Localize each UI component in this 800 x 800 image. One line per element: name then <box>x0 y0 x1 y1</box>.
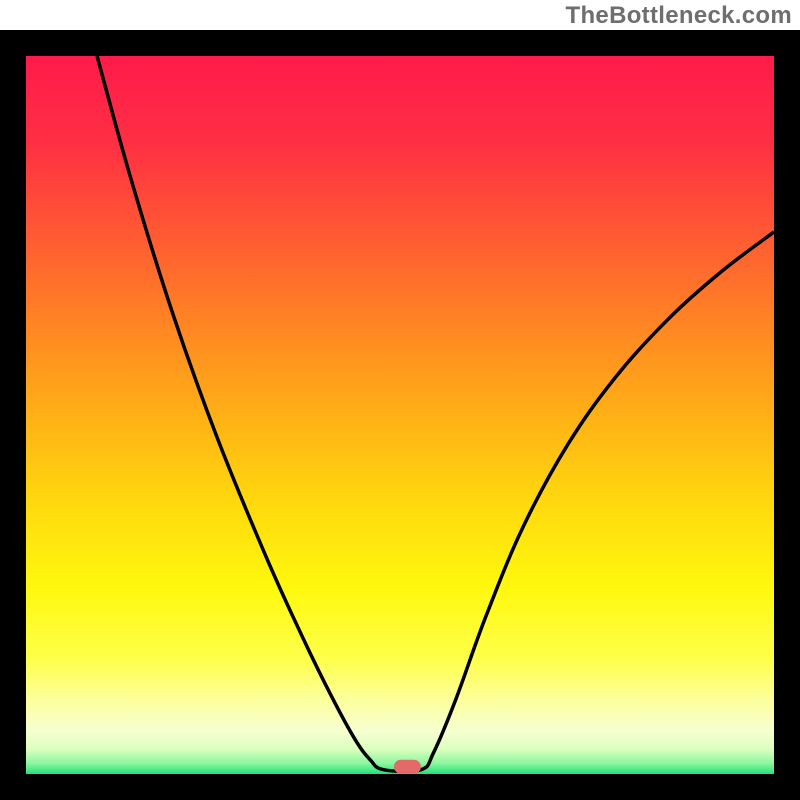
bottleneck-curve <box>26 56 774 774</box>
plot-border-top <box>0 30 800 56</box>
plot-border-bottom <box>0 774 800 800</box>
valley-marker <box>394 760 420 774</box>
plot-frame <box>0 30 800 800</box>
chart-canvas: TheBottleneck.com <box>0 0 800 800</box>
plot-border-left <box>0 30 26 800</box>
attribution-text: TheBottleneck.com <box>566 2 792 30</box>
plot-border-right <box>774 30 800 800</box>
curve-path <box>97 56 774 772</box>
plot-area <box>26 56 774 774</box>
